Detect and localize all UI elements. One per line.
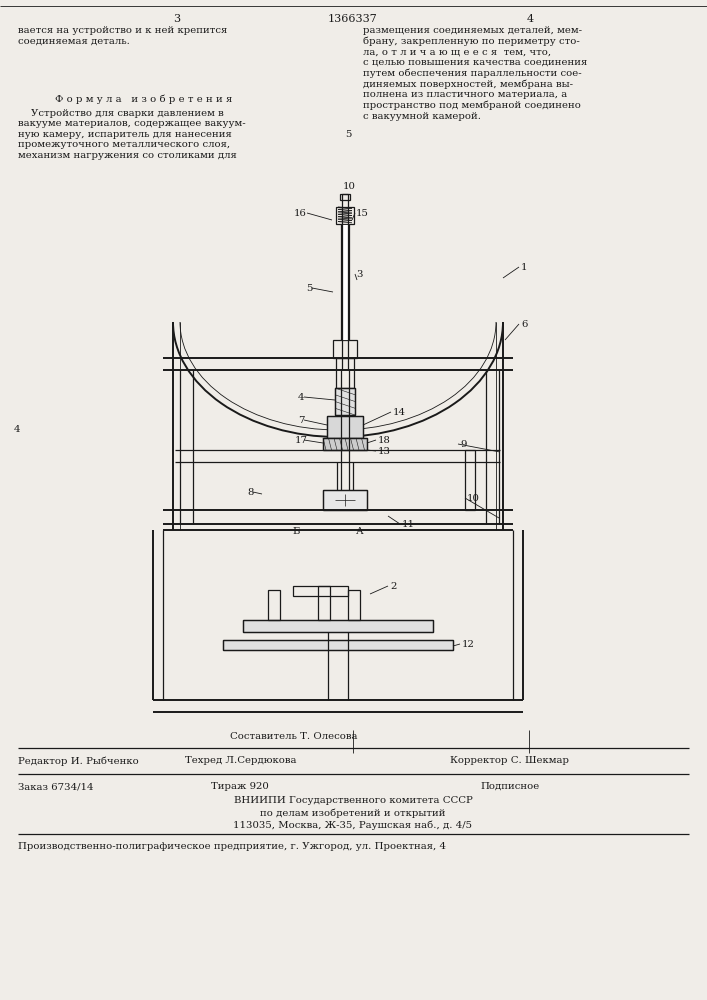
Text: вается на устройство и к ней крепится
соединяемая деталь.: вается на устройство и к ней крепится со… (18, 26, 227, 45)
Bar (335, 388, 355, 415)
Text: 9: 9 (460, 440, 467, 449)
Text: Устройство для сварки давлением в
вакууме материалов, содержащее вакуум-
ную кам: Устройство для сварки давлением в вакуум… (18, 109, 245, 160)
Text: 15: 15 (356, 209, 369, 218)
Text: Заказ 6734/14: Заказ 6734/14 (18, 782, 93, 791)
Text: 18: 18 (378, 436, 391, 445)
Text: ВНИИПИ Государственного комитета СССР: ВНИИПИ Государственного комитета СССР (233, 796, 472, 805)
Text: 4: 4 (298, 393, 305, 402)
Bar (465, 450, 475, 510)
Text: 5: 5 (345, 130, 351, 139)
Text: 3: 3 (173, 14, 180, 24)
Text: 1: 1 (521, 263, 527, 272)
Text: по делам изобретений и открытий: по делам изобретений и открытий (260, 808, 445, 818)
Text: 4: 4 (527, 14, 534, 24)
Text: Производственно-полиграфическое предприятие, г. Ужгород, ул. Проектная, 4: Производственно-полиграфическое предприя… (18, 842, 446, 851)
Bar (340, 194, 350, 200)
Text: 1366337: 1366337 (328, 14, 378, 24)
Bar (223, 640, 453, 650)
Text: Составитель Т. Олесова: Составитель Т. Олесова (230, 732, 358, 741)
Text: 8: 8 (247, 488, 253, 497)
Bar (323, 490, 367, 510)
Text: 14: 14 (393, 408, 406, 417)
Text: Подписное: Подписное (480, 782, 539, 791)
Bar (336, 358, 354, 388)
Bar (341, 224, 349, 340)
Text: 7: 7 (298, 416, 305, 425)
Text: 2: 2 (390, 582, 397, 591)
Text: Ф о р м у л а   и з о б р е т е н и я: Ф о р м у л а и з о б р е т е н и я (55, 95, 233, 104)
Bar (335, 388, 355, 415)
Text: 5: 5 (306, 284, 312, 293)
Text: 4: 4 (14, 425, 21, 434)
Bar (223, 640, 453, 650)
Bar (293, 586, 348, 596)
Text: 13: 13 (378, 447, 391, 456)
Bar (243, 620, 433, 632)
Bar (323, 490, 367, 510)
Text: 10: 10 (467, 494, 480, 503)
Bar (243, 620, 433, 632)
Bar (333, 340, 357, 358)
Bar (336, 207, 354, 224)
Text: 12: 12 (462, 640, 475, 649)
Text: Техред Л.Сердюкова: Техред Л.Сердюкова (185, 756, 296, 765)
Text: 113035, Москва, Ж-35, Раушская наб., д. 4/5: 113035, Москва, Ж-35, Раушская наб., д. … (233, 820, 472, 830)
Bar (323, 438, 367, 450)
Bar (318, 586, 330, 620)
Bar (327, 416, 363, 438)
Text: размещения соединяемых деталей, мем-
брану, закрепленную по периметру сто-
ла, о: размещения соединяемых деталей, мем- бра… (363, 26, 588, 121)
Text: Тираж 920: Тираж 920 (211, 782, 269, 791)
Text: 6: 6 (521, 320, 527, 329)
Text: Б: Б (292, 527, 300, 536)
Text: 16: 16 (294, 209, 307, 218)
Text: Корректор С. Шекмар: Корректор С. Шекмар (450, 756, 569, 765)
Bar (327, 416, 363, 438)
Text: 3: 3 (356, 270, 363, 279)
Bar (268, 590, 280, 620)
Bar (348, 590, 360, 620)
Bar (323, 438, 367, 450)
Text: Редактор И. Рыбченко: Редактор И. Рыбченко (18, 756, 139, 766)
Text: 17: 17 (295, 436, 308, 445)
Text: 11: 11 (402, 520, 415, 529)
Text: А: А (356, 527, 364, 536)
Text: 10: 10 (343, 182, 356, 191)
